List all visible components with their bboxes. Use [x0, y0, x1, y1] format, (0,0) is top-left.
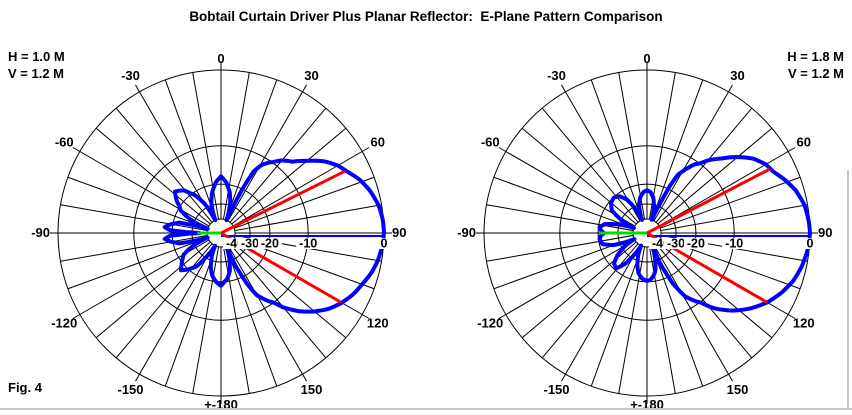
polar-chart-left: 0306090120150+-180-150-120-90-60-30-40-3… [31, 51, 406, 412]
svg-text:-20: -20 [261, 237, 279, 251]
svg-text:0: 0 [643, 51, 650, 66]
beamwidth-marker-line [646, 167, 771, 235]
right-v-dimension: V = 1.2 M [788, 66, 844, 81]
left-chart-dimensions: H = 1.0 M V = 1.2 M [8, 48, 65, 82]
svg-text:0: 0 [381, 237, 388, 251]
outer-angle-ticks [476, 62, 818, 404]
page-title: Bobtail Curtain Driver Plus Planar Refle… [189, 9, 663, 24]
svg-text:0: 0 [807, 237, 814, 251]
pattern-trace-left [162, 158, 386, 314]
svg-text:60: 60 [797, 135, 811, 150]
svg-text:-30: -30 [667, 237, 685, 251]
db-scale-labels: -40-30 -20 -10 0 [223, 237, 389, 251]
svg-text:120: 120 [367, 316, 389, 331]
svg-text:-60: -60 [55, 135, 74, 150]
right-chart-dimensions: H = 1.8 M V = 1.2 M [787, 48, 844, 82]
left-v-dimension: V = 1.2 M [8, 66, 64, 81]
svg-text:150: 150 [727, 382, 749, 397]
svg-text:90: 90 [818, 225, 832, 240]
polar-chart-right: 0306090120150+-180-150-120-90-60-30-40-3… [457, 51, 832, 412]
svg-text:-120: -120 [477, 316, 503, 331]
svg-text:-120: -120 [51, 316, 77, 331]
beamwidth-marker-line [220, 169, 346, 235]
pattern-trace-right [597, 155, 812, 313]
svg-text:-60: -60 [481, 135, 500, 150]
svg-text:0: 0 [217, 51, 224, 66]
svg-text:-10: -10 [299, 237, 317, 251]
outer-angle-ticks [50, 62, 392, 404]
svg-text:-30: -30 [241, 237, 259, 251]
svg-text:120: 120 [793, 316, 815, 331]
window-border-bottom [0, 408, 852, 410]
svg-text:-150: -150 [543, 382, 569, 397]
window-border-right [847, 170, 849, 410]
svg-text:-30: -30 [121, 68, 140, 83]
svg-text:30: 30 [730, 68, 744, 83]
svg-text:-10: -10 [725, 237, 743, 251]
right-h-dimension: H = 1.8 M [787, 49, 844, 64]
svg-text:90: 90 [392, 225, 406, 240]
svg-text:150: 150 [301, 382, 323, 397]
figure-number: Fig. 4 [8, 380, 42, 395]
svg-text:30: 30 [304, 68, 318, 83]
svg-text:-90: -90 [457, 225, 476, 240]
svg-text:-150: -150 [117, 382, 143, 397]
svg-text:-20: -20 [687, 237, 705, 251]
svg-text:60: 60 [371, 135, 385, 150]
db-scale-labels: -40-30 -20 -10 0 [649, 237, 815, 251]
svg-text:-90: -90 [31, 225, 50, 240]
svg-text:-30: -30 [547, 68, 566, 83]
left-h-dimension: H = 1.0 M [8, 49, 65, 64]
